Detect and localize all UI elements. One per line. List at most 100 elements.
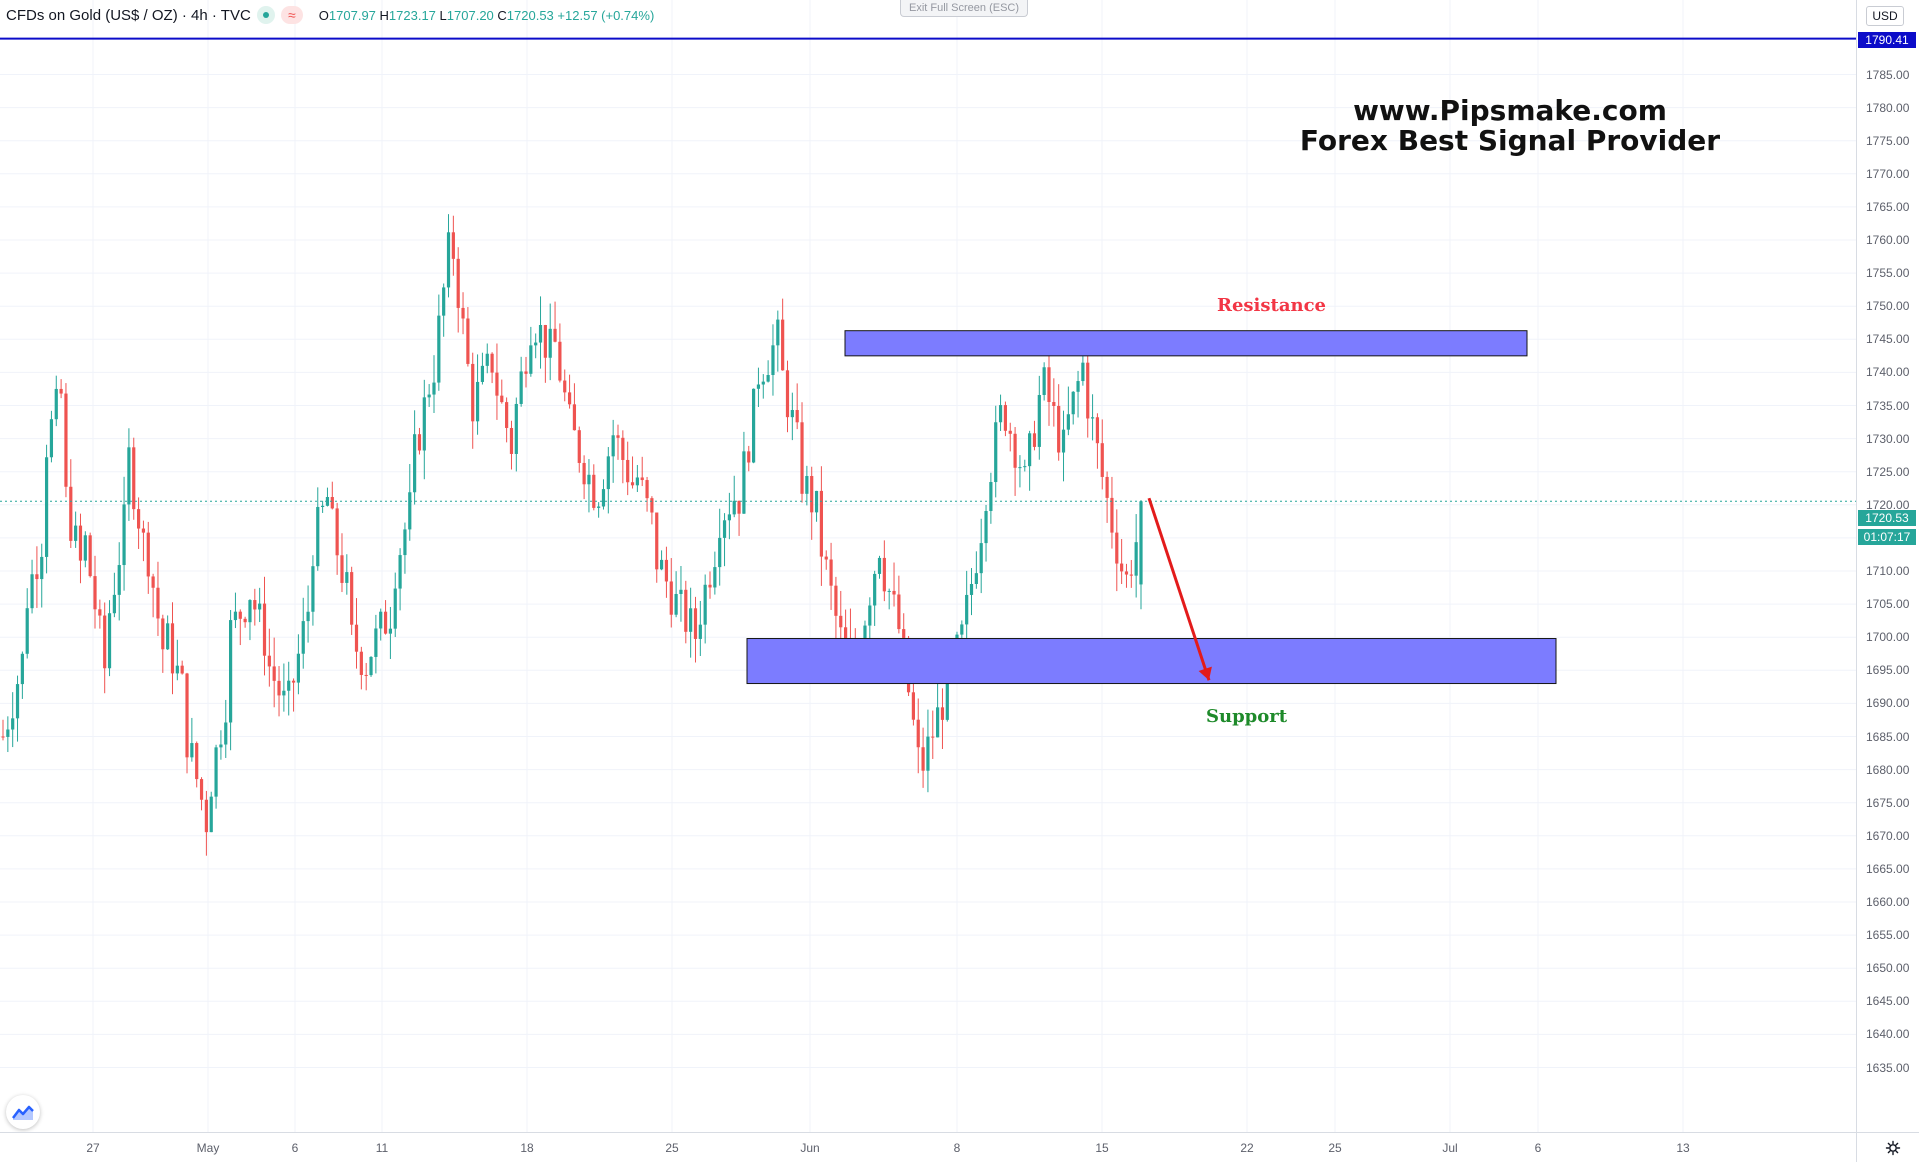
candle-body xyxy=(597,506,601,508)
candle-body xyxy=(93,576,97,610)
candle-body xyxy=(54,388,58,420)
candle-body xyxy=(790,410,794,418)
time-axis[interactable]: 27 May 6 11 18 25 Jun 8 15 22 25 Jul 6 13 xyxy=(0,1132,1856,1162)
candle-body xyxy=(243,618,247,623)
time-tick-label: 6 xyxy=(291,1141,299,1155)
time-tick-label: 15 xyxy=(1095,1141,1109,1155)
support-label[interactable]: Support xyxy=(1206,706,1288,727)
chart-pane[interactable]: CFDs on Gold (US$ / OZ) · 4h · TVC ≈ O17… xyxy=(0,0,1856,1132)
currency-button[interactable]: USD xyxy=(1866,6,1904,26)
candle-body xyxy=(887,590,891,592)
candle-body xyxy=(321,505,325,507)
candle-body xyxy=(621,437,625,460)
candle-body xyxy=(117,565,121,595)
exit-fullscreen-button[interactable]: Exit Full Screen (ESC) xyxy=(900,0,1028,17)
candle-body xyxy=(180,665,184,674)
price-tick-label: 1680.00 xyxy=(1866,762,1910,777)
tradingview-logo-icon[interactable] xyxy=(6,1095,40,1129)
candle-body xyxy=(25,608,29,654)
candle-body xyxy=(437,315,441,383)
candle-body xyxy=(693,608,698,639)
candle-body xyxy=(258,603,262,610)
candle-body xyxy=(199,779,204,800)
candlestick-chart[interactable] xyxy=(0,0,1856,1132)
candle-body xyxy=(892,590,896,595)
candle-body xyxy=(69,486,73,541)
candle-body xyxy=(630,482,635,486)
candle-body xyxy=(44,457,49,557)
price-axis[interactable]: 1785.00 1780.00 1775.00 1770.00 1765.00 1760.… xyxy=(1856,0,1919,1132)
projection-arrow xyxy=(1147,497,1211,681)
candle-body xyxy=(1081,362,1085,382)
candle-body xyxy=(824,556,828,560)
bar-countdown-badge: 01:07:17 xyxy=(1858,529,1916,545)
price-tick-label: 1745.00 xyxy=(1866,332,1910,347)
candle-body xyxy=(1018,467,1022,469)
candle-body xyxy=(1120,563,1124,572)
candle-body xyxy=(107,613,112,669)
price-tick-label: 1755.00 xyxy=(1866,266,1910,281)
candle-body xyxy=(994,422,998,483)
candle-body xyxy=(998,405,1003,423)
price-tick-label: 1750.00 xyxy=(1866,299,1910,314)
projection-arrow-head xyxy=(1198,666,1212,681)
candle-body xyxy=(921,747,925,771)
candle-body xyxy=(1042,367,1046,395)
candle-body xyxy=(979,543,983,574)
candle-body xyxy=(30,574,34,609)
candle-body xyxy=(442,287,446,316)
candle-body xyxy=(1023,466,1027,468)
candle-body xyxy=(877,557,882,574)
candle-body xyxy=(1086,362,1090,419)
candle-body xyxy=(40,556,44,580)
candle-body xyxy=(713,567,717,588)
change-value: +12.57 (+0.74%) xyxy=(557,7,655,23)
candle-body xyxy=(398,555,402,589)
candle-body xyxy=(669,581,673,615)
candle-body xyxy=(350,572,354,625)
candle-body xyxy=(829,559,833,586)
candle-body xyxy=(1066,414,1070,430)
price-tick-label: 1665.00 xyxy=(1866,861,1910,876)
candle-body xyxy=(354,624,359,652)
candle-body xyxy=(514,403,518,454)
candle-body xyxy=(926,736,930,771)
candle-body xyxy=(422,397,426,451)
candle-body xyxy=(466,318,470,364)
candle-body xyxy=(330,497,334,509)
candle-body xyxy=(592,474,596,508)
price-tick-label: 1770.00 xyxy=(1866,166,1910,181)
candle-body xyxy=(190,743,194,758)
ohlc-values: O1707.97 H1723.17 L1707.20 C1720.53 +12.… xyxy=(318,7,655,23)
candle-body xyxy=(1134,542,1138,576)
time-tick-label: 18 xyxy=(520,1141,534,1155)
candle-body xyxy=(553,328,557,342)
candle-body xyxy=(645,480,649,499)
candle-body xyxy=(960,624,964,635)
time-tick-label: Jun xyxy=(800,1141,820,1155)
candle-body xyxy=(674,594,678,615)
market-open-icon xyxy=(256,6,275,24)
symbol-title[interactable]: CFDs on Gold (US$ / OZ) · 4h · TVC xyxy=(6,6,251,24)
candle-body xyxy=(388,628,393,634)
settings-gear-icon[interactable] xyxy=(1885,1140,1901,1156)
candle-body xyxy=(698,624,702,639)
candle-body xyxy=(989,482,993,512)
candle-body xyxy=(563,380,567,393)
candle-body xyxy=(296,653,300,683)
delayed-data-icon[interactable]: ≈ xyxy=(280,6,303,24)
time-tick-label: 6 xyxy=(1534,1141,1542,1155)
candle-body xyxy=(882,557,886,592)
candle-body xyxy=(897,594,901,630)
candle-body xyxy=(679,589,683,595)
candle-body xyxy=(974,573,978,584)
resistance-label[interactable]: Resistance xyxy=(1217,295,1326,316)
candle-body xyxy=(931,736,935,738)
candle-body xyxy=(403,529,407,556)
candle-body xyxy=(601,489,606,507)
candle-body xyxy=(684,589,688,632)
price-tick-label: 1780.00 xyxy=(1866,100,1910,115)
candle-body xyxy=(1028,433,1032,467)
price-tick-label: 1785.00 xyxy=(1866,67,1910,82)
candle-body xyxy=(839,615,843,628)
